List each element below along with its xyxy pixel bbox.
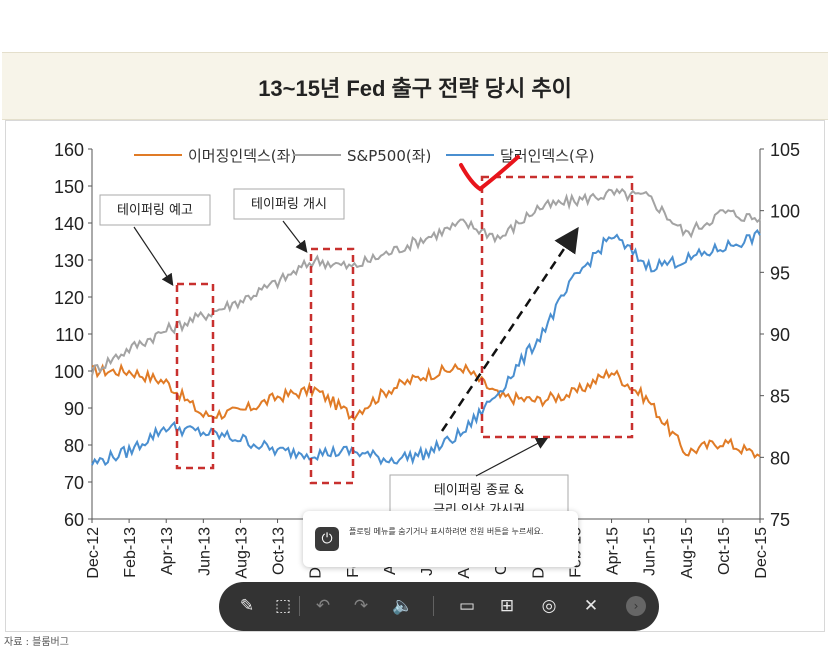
dollar-index-line	[91, 228, 761, 467]
taper-end-box	[480, 175, 634, 439]
toolbar-separator	[433, 596, 434, 616]
floating-toolbar: ✎ ⬚ ↶ ↷ 🔈 ▭ ⊞ ◎ ✕ ›	[219, 582, 659, 631]
toolbar-separator	[299, 596, 300, 616]
arrow-taper-hint	[133, 226, 174, 286]
top-bar	[0, 0, 830, 52]
sp500-line	[91, 187, 761, 376]
edit-icon[interactable]: ✎	[239, 596, 255, 616]
x-tick-label: Feb-13	[122, 527, 139, 578]
annotation-taper-start-label: 테이퍼링 개시	[251, 197, 327, 212]
right-tick-label: 80	[770, 448, 790, 468]
emerging-index-line	[91, 362, 761, 459]
scroll-capture-icon[interactable]: ◎	[541, 596, 557, 616]
x-tick-label: Aug-13	[233, 527, 250, 579]
annotation-taper-start-box	[233, 188, 345, 220]
floating-menu-toast[interactable]: ⏻ 플로팅 메뉴를 숨기거나 표시하려면 전원 버튼을 누르세요.	[303, 511, 578, 567]
taper-start-box	[309, 247, 355, 485]
next-arrow-icon[interactable]: ›	[626, 596, 646, 616]
left-tick-label: 120	[54, 288, 84, 308]
legend-label: 달러인덱스(우)	[500, 147, 595, 165]
x-tick-label: Oct-13	[271, 527, 288, 575]
right-tick-label: 75	[770, 510, 790, 530]
x-tick-label: Jun-15	[642, 527, 659, 576]
left-tick-label: 80	[64, 436, 84, 456]
left-tick-label: 130	[54, 251, 84, 271]
left-tick-label: 150	[54, 177, 84, 197]
taper-hint-box	[175, 282, 215, 470]
x-tick-label: Dec-12	[85, 527, 102, 579]
power-icon[interactable]: ⏻	[315, 527, 339, 551]
legend-label: 이머징인덱스(좌)	[188, 147, 296, 165]
page-title: 13~15년 Fed 출구 전략 당시 추이	[258, 76, 572, 101]
left-tick-label: 70	[64, 473, 84, 493]
close-icon[interactable]: ✕	[583, 596, 599, 616]
x-tick-label: Apr-13	[159, 527, 176, 575]
select-area-icon[interactable]: ⬚	[274, 596, 292, 616]
legend-label: S&P500(좌)	[347, 147, 431, 165]
trend-arrow	[440, 226, 579, 432]
right-tick-label: 85	[770, 387, 790, 407]
redo-icon[interactable]: ↷	[353, 596, 369, 616]
left-tick-label: 140	[54, 214, 84, 234]
annotation-taper-hint-label: 테이퍼링 예고	[117, 203, 193, 218]
check-mark	[459, 155, 520, 192]
x-tick-label: Aug-15	[679, 527, 696, 579]
x-tick-label: Oct-15	[716, 527, 733, 575]
left-tick-label: 100	[54, 362, 84, 382]
layout-icon[interactable]: ⊞	[499, 596, 515, 616]
x-tick-label: Jun-13	[196, 527, 213, 576]
right-tick-label: 95	[770, 263, 790, 283]
left-tick-label: 110	[55, 325, 84, 345]
volume-icon[interactable]: 🔈	[392, 596, 414, 616]
right-tick-label: 105	[770, 140, 800, 160]
annotation-taper-hint-box	[99, 194, 211, 226]
arrow-taper-end	[475, 437, 549, 477]
right-tick-label: 90	[770, 325, 790, 345]
x-tick-label: Dec-15	[753, 527, 770, 579]
title-band: 13~15년 Fed 출구 전략 당시 추이	[2, 52, 828, 120]
toast-message: 플로팅 메뉴를 숨기거나 표시하려면 전원 버튼을 누르세요.	[349, 527, 544, 536]
capture-icon[interactable]: ▭	[458, 596, 476, 616]
undo-icon[interactable]: ↶	[315, 596, 331, 616]
right-tick-label: 100	[770, 202, 800, 222]
left-tick-label: 60	[64, 510, 84, 530]
left-tick-label: 90	[64, 399, 84, 419]
source-note: 자료 : 블룸버그	[4, 637, 69, 648]
annotation-taper-end-label: 테이퍼링 종료 &	[434, 483, 524, 498]
x-tick-label: Apr-15	[605, 527, 622, 575]
arrow-taper-start	[282, 220, 308, 253]
left-tick-label: 160	[54, 140, 84, 160]
